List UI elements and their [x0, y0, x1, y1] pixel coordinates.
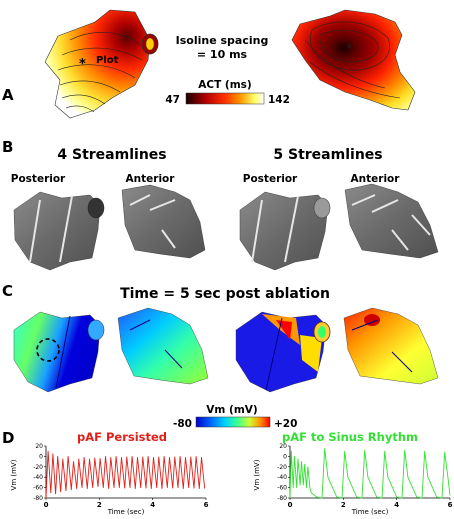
x-tick-label: 2: [341, 501, 346, 509]
view-label-anterior-1: Anterior: [126, 173, 176, 185]
chart-right-title: pAF to Sinus Rhythm: [282, 430, 418, 444]
series-line: [45, 450, 206, 499]
act-colorbar: [185, 92, 265, 105]
view-label-anterior-2: Anterior: [351, 173, 401, 185]
panel-c: C Time = 5 sec post ablation: [2, 282, 439, 430]
anatomy-anterior-5: [344, 183, 439, 259]
view-label-posterior-1: Posterior: [11, 173, 66, 185]
group-4-streamlines-title: 4 Streamlines: [57, 147, 166, 163]
isoline-center-icon: ✕: [346, 42, 353, 51]
vm-map-posterior-5: [235, 311, 331, 393]
plot-marker-icon: *: [79, 57, 86, 72]
y-tick-label: 0: [39, 453, 43, 460]
anatomy-anterior-4: [121, 184, 206, 259]
panel-d-letter: D: [2, 429, 14, 447]
activation-map-posterior: * Plot: [44, 9, 159, 119]
chart-pAF-persisted: pAF Persisted Vm (mV) Time (sec) 200-20-…: [10, 430, 209, 516]
y-tick-label: -60: [33, 485, 43, 492]
vm-map-anterior-5: [343, 307, 439, 385]
vm-colorbar-title: Vm (mV): [206, 404, 257, 416]
panel-a: A * Plot Isoline spacing = 10 ms ACT (ms…: [2, 9, 416, 119]
x-tick-label: 0: [44, 501, 49, 509]
isoline-spacing-label: Isoline spacing: [176, 34, 269, 47]
vm-map-posterior-4: [13, 311, 105, 393]
y-tick-label: -20: [277, 464, 287, 471]
y-tick-label: 20: [35, 443, 43, 450]
vm-map-anterior-4: [117, 307, 209, 385]
activation-map-anterior: ✕: [291, 9, 416, 111]
panel-c-letter: C: [2, 282, 13, 300]
x-tick-label: 0: [288, 501, 293, 509]
chart-right-xlabel: Time (sec): [351, 508, 389, 516]
act-colorbar-title: ACT (ms): [198, 79, 251, 91]
chart-left-xlabel: Time (sec): [107, 508, 145, 516]
x-tick-label: 2: [97, 501, 102, 509]
act-colorbar-max: 142: [268, 94, 290, 106]
panel-b: B 4 Streamlines 5 Streamlines Posterior …: [2, 138, 439, 271]
y-tick-label: -40: [33, 474, 43, 481]
y-tick-label: -40: [277, 474, 287, 481]
panel-b-letter: B: [2, 138, 13, 156]
ablation-target-marker: [36, 338, 60, 362]
group-5-streamlines-title: 5 Streamlines: [273, 147, 382, 163]
chart-left-ylabel: Vm (mV): [10, 459, 18, 490]
x-tick-label: 6: [204, 501, 209, 509]
chart-right-ticks: 200-20-40-60-800 2 4 6: [277, 443, 452, 509]
act-colorbar-min: 47: [165, 94, 180, 106]
anatomy-posterior-4: [13, 191, 105, 271]
chart-right-ylabel: Vm (mV): [253, 459, 261, 490]
panel-d: D pAF Persisted Vm (mV) Time (sec) 200-2…: [2, 429, 453, 516]
chart-right-plot: [289, 446, 451, 499]
plot-label: Plot: [96, 55, 119, 66]
series-line: [289, 448, 451, 499]
x-tick-label: 4: [394, 501, 399, 509]
y-tick-label: -80: [277, 495, 287, 502]
isoline-spacing-value: = 10 ms: [197, 48, 248, 61]
panel-a-letter: A: [2, 86, 14, 104]
vm-colorbar: [195, 416, 271, 428]
chart-left-title: pAF Persisted: [77, 430, 167, 444]
x-tick-label: 6: [448, 501, 453, 509]
y-tick-label: -60: [277, 485, 287, 492]
chart-pAF-to-sinus: pAF to Sinus Rhythm Vm (mV) Time (sec) 2…: [253, 430, 453, 516]
y-tick-label: 20: [279, 443, 287, 450]
anatomy-posterior-5: [239, 191, 331, 271]
y-tick-label: -80: [33, 495, 43, 502]
chart-left-plot: [45, 446, 206, 499]
vm-colorbar-min: -80: [173, 418, 192, 430]
chart-left-ticks: 200-20-40-60-800 2 4 6: [33, 443, 208, 509]
view-label-posterior-2: Posterior: [243, 173, 298, 185]
y-tick-label: -20: [33, 464, 43, 471]
y-tick-label: 0: [283, 453, 287, 460]
panel-c-title: Time = 5 sec post ablation: [120, 286, 330, 302]
vm-colorbar-max: +20: [274, 418, 297, 430]
x-tick-label: 4: [150, 501, 155, 509]
